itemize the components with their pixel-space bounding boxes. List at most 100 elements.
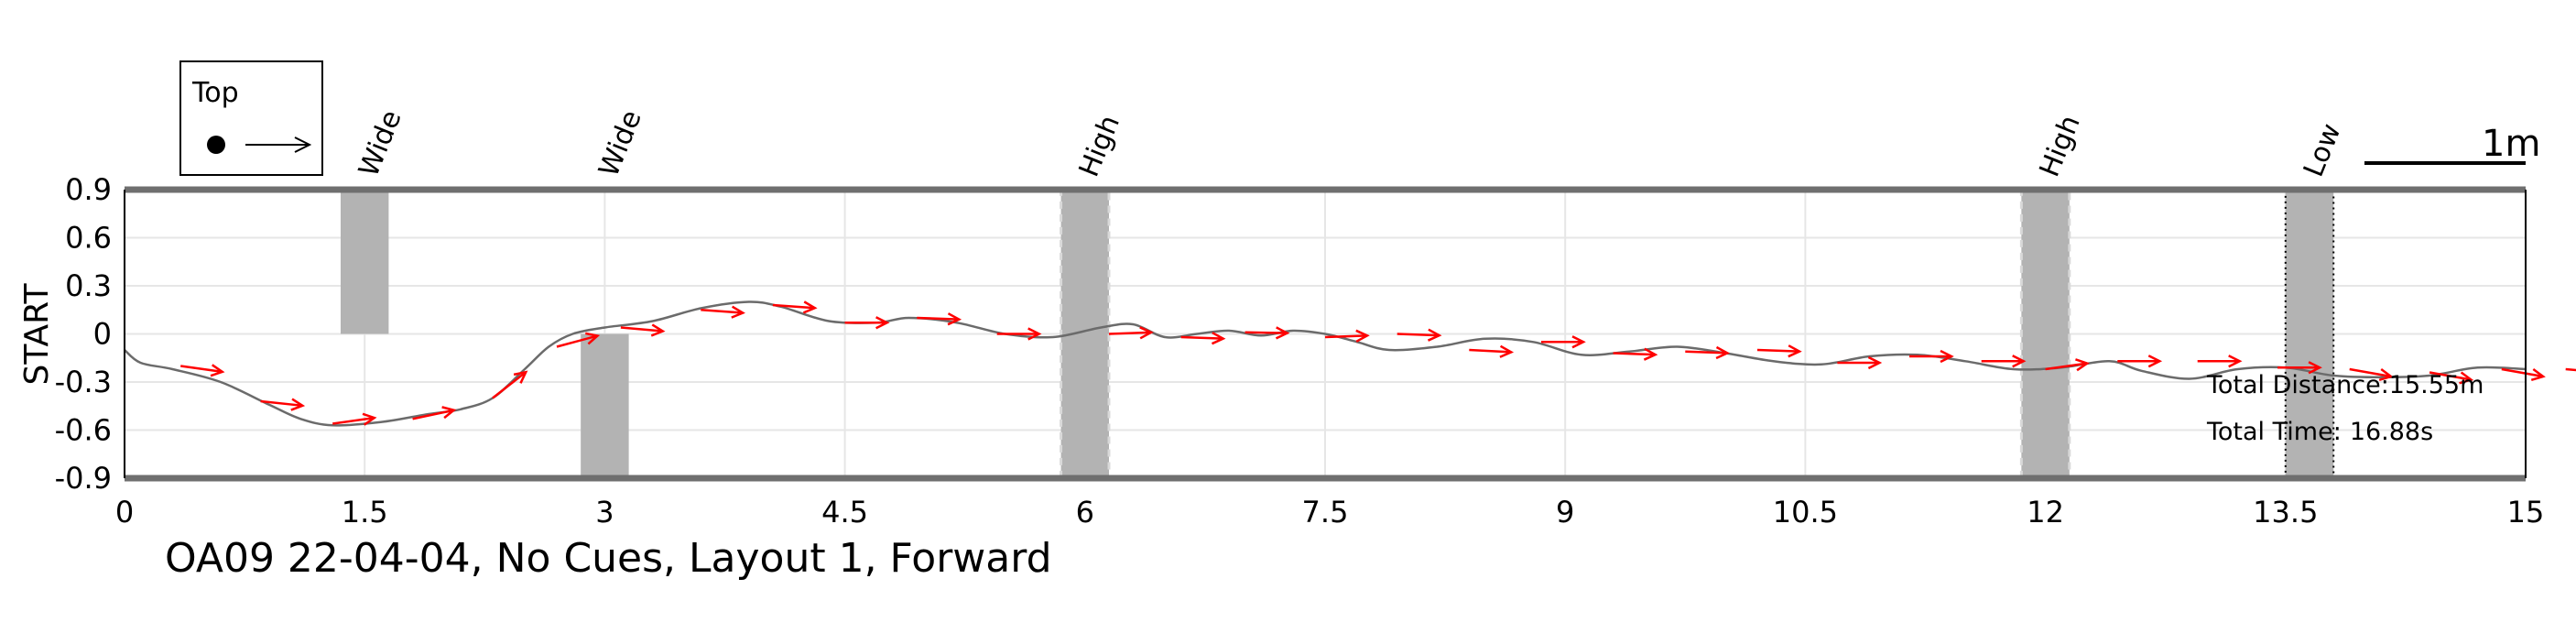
obstacle-wide (340, 190, 389, 334)
label-layer: Wide Wide High High Low (353, 105, 2347, 181)
legend-arrowhead-icon (294, 136, 312, 153)
legend-title: Top (191, 77, 239, 109)
heading-arrow (556, 332, 601, 348)
heading-arrowhead-icon (2228, 355, 2243, 368)
heading-arrow (1613, 347, 1658, 361)
heading-arrow (2117, 355, 2163, 368)
y-tick-label: 0.6 (65, 221, 112, 256)
heading-arrow (1108, 326, 1154, 340)
heading-arrow-shaft (1613, 352, 1656, 356)
y-tick-label: 0.9 (65, 172, 112, 207)
x-tick-label: 13.5 (2253, 495, 2318, 529)
heading-arrowhead-icon (1940, 349, 1954, 364)
heading-arrowhead-icon (802, 300, 818, 314)
heading-arrow (260, 398, 306, 411)
heading-arrow-shaft (1685, 350, 1728, 355)
obstacle-label: Low (2298, 119, 2348, 181)
heading-arrowhead-icon (1715, 345, 1731, 360)
heading-arrow (1245, 326, 1290, 340)
heading-arrow (2429, 371, 2474, 385)
heading-arrow (180, 364, 225, 377)
obstacle-label: High (1073, 111, 1126, 181)
heading-arrowhead-icon (2459, 371, 2474, 385)
legend-dot-icon (207, 136, 225, 154)
heading-arrow-shaft (180, 365, 223, 374)
heading-arrow-shaft (2349, 367, 2392, 378)
heading-arrow (2349, 367, 2394, 382)
obstacle-low (2284, 189, 2335, 479)
heading-arrow (2045, 358, 2090, 372)
x-tick-label: 9 (1556, 495, 1574, 529)
x-tick-label: 4.5 (821, 495, 868, 529)
y-axis-label: START (18, 282, 56, 385)
y-tick-label: -0.3 (55, 365, 112, 399)
arrow-layer (180, 300, 2576, 426)
heading-arrowhead-icon (2075, 358, 2090, 372)
axis-layer: 0 1.5 3 4.5 6 7.5 9 10.5 12 13.5 15 0.9 0.6 0.3 0 -0.3 -… (55, 172, 2545, 529)
heading-arrowhead-icon (731, 305, 745, 319)
heading-arrow-shaft (260, 399, 303, 408)
heading-arrow (492, 370, 528, 399)
heading-arrowhead-icon (2378, 367, 2394, 382)
scale-bar-label: 1m (2482, 123, 2540, 165)
total-distance-value: 15.55m (2389, 371, 2484, 399)
x-tick-label: 15 (2507, 495, 2545, 529)
heading-arrow-shaft (2429, 371, 2472, 381)
x-tick-label: 7.5 (1302, 495, 1349, 529)
heading-arrowhead-icon (585, 332, 601, 345)
heading-arrow (701, 305, 745, 319)
heading-arrowhead-icon (875, 316, 890, 330)
x-tick-label: 0 (115, 495, 134, 529)
obstacle-wide (581, 333, 629, 478)
obstacle-high (2019, 188, 2071, 480)
heading-arrow-shaft (1397, 333, 1440, 337)
heading-arrow (332, 412, 377, 426)
y-tick-label: 0.3 (65, 268, 112, 303)
heading-arrow (2565, 367, 2576, 375)
heading-arrowhead-icon (441, 406, 457, 420)
y-tick-label: -0.9 (55, 461, 112, 496)
scale-bar: 1m (2364, 123, 2540, 165)
heading-arrowhead-icon (1139, 326, 1154, 340)
heading-arrow (844, 316, 890, 330)
heading-arrowhead-icon (362, 412, 377, 426)
heading-arrow (1909, 349, 1954, 364)
heading-arrow (1756, 344, 1802, 358)
legend: Top (179, 60, 323, 176)
heading-arrow (2501, 367, 2546, 382)
total-distance-label: Total Distance:15.55m (2206, 371, 2484, 399)
heading-arrowhead-icon (1427, 328, 1442, 342)
x-tick-label: 3 (595, 495, 614, 529)
heading-arrow (772, 300, 818, 314)
heading-arrow (2197, 355, 2243, 368)
heading-arrowhead-icon (290, 398, 306, 411)
x-tick-label: 1.5 (342, 495, 388, 529)
heading-arrow (412, 406, 457, 420)
heading-arrow-shaft (556, 334, 598, 348)
y-tick-label: 0 (93, 317, 112, 352)
heading-arrowhead-icon (1499, 344, 1515, 358)
heading-arrow-shaft (701, 309, 744, 314)
heading-arrow-shaft (2565, 367, 2576, 375)
heading-arrow (1541, 335, 1586, 349)
heading-arrow (620, 323, 666, 337)
y-tick-label: -0.6 (55, 413, 112, 448)
heading-arrow (1685, 345, 1731, 360)
heading-arrowhead-icon (947, 312, 962, 326)
x-tick-label: 12 (2027, 495, 2064, 529)
heading-arrow (1324, 329, 1370, 343)
heading-arrow-shaft (772, 303, 815, 310)
heading-arrowhead-icon (1643, 347, 1658, 361)
heading-arrow-shaft (412, 409, 454, 420)
heading-arrow (1469, 344, 1515, 358)
legend-box (179, 60, 323, 176)
heading-arrow (1397, 328, 1442, 342)
heading-arrowhead-icon (2147, 355, 2163, 368)
heading-arrowhead-icon (513, 370, 528, 384)
heading-arrow (1837, 355, 1883, 370)
heading-arrowhead-icon (210, 364, 225, 377)
heading-arrow (1981, 355, 2027, 368)
heading-arrow-shaft (1469, 348, 1512, 354)
x-tick-label: 10.5 (1773, 495, 1838, 529)
heading-arrow-shaft (332, 416, 375, 425)
